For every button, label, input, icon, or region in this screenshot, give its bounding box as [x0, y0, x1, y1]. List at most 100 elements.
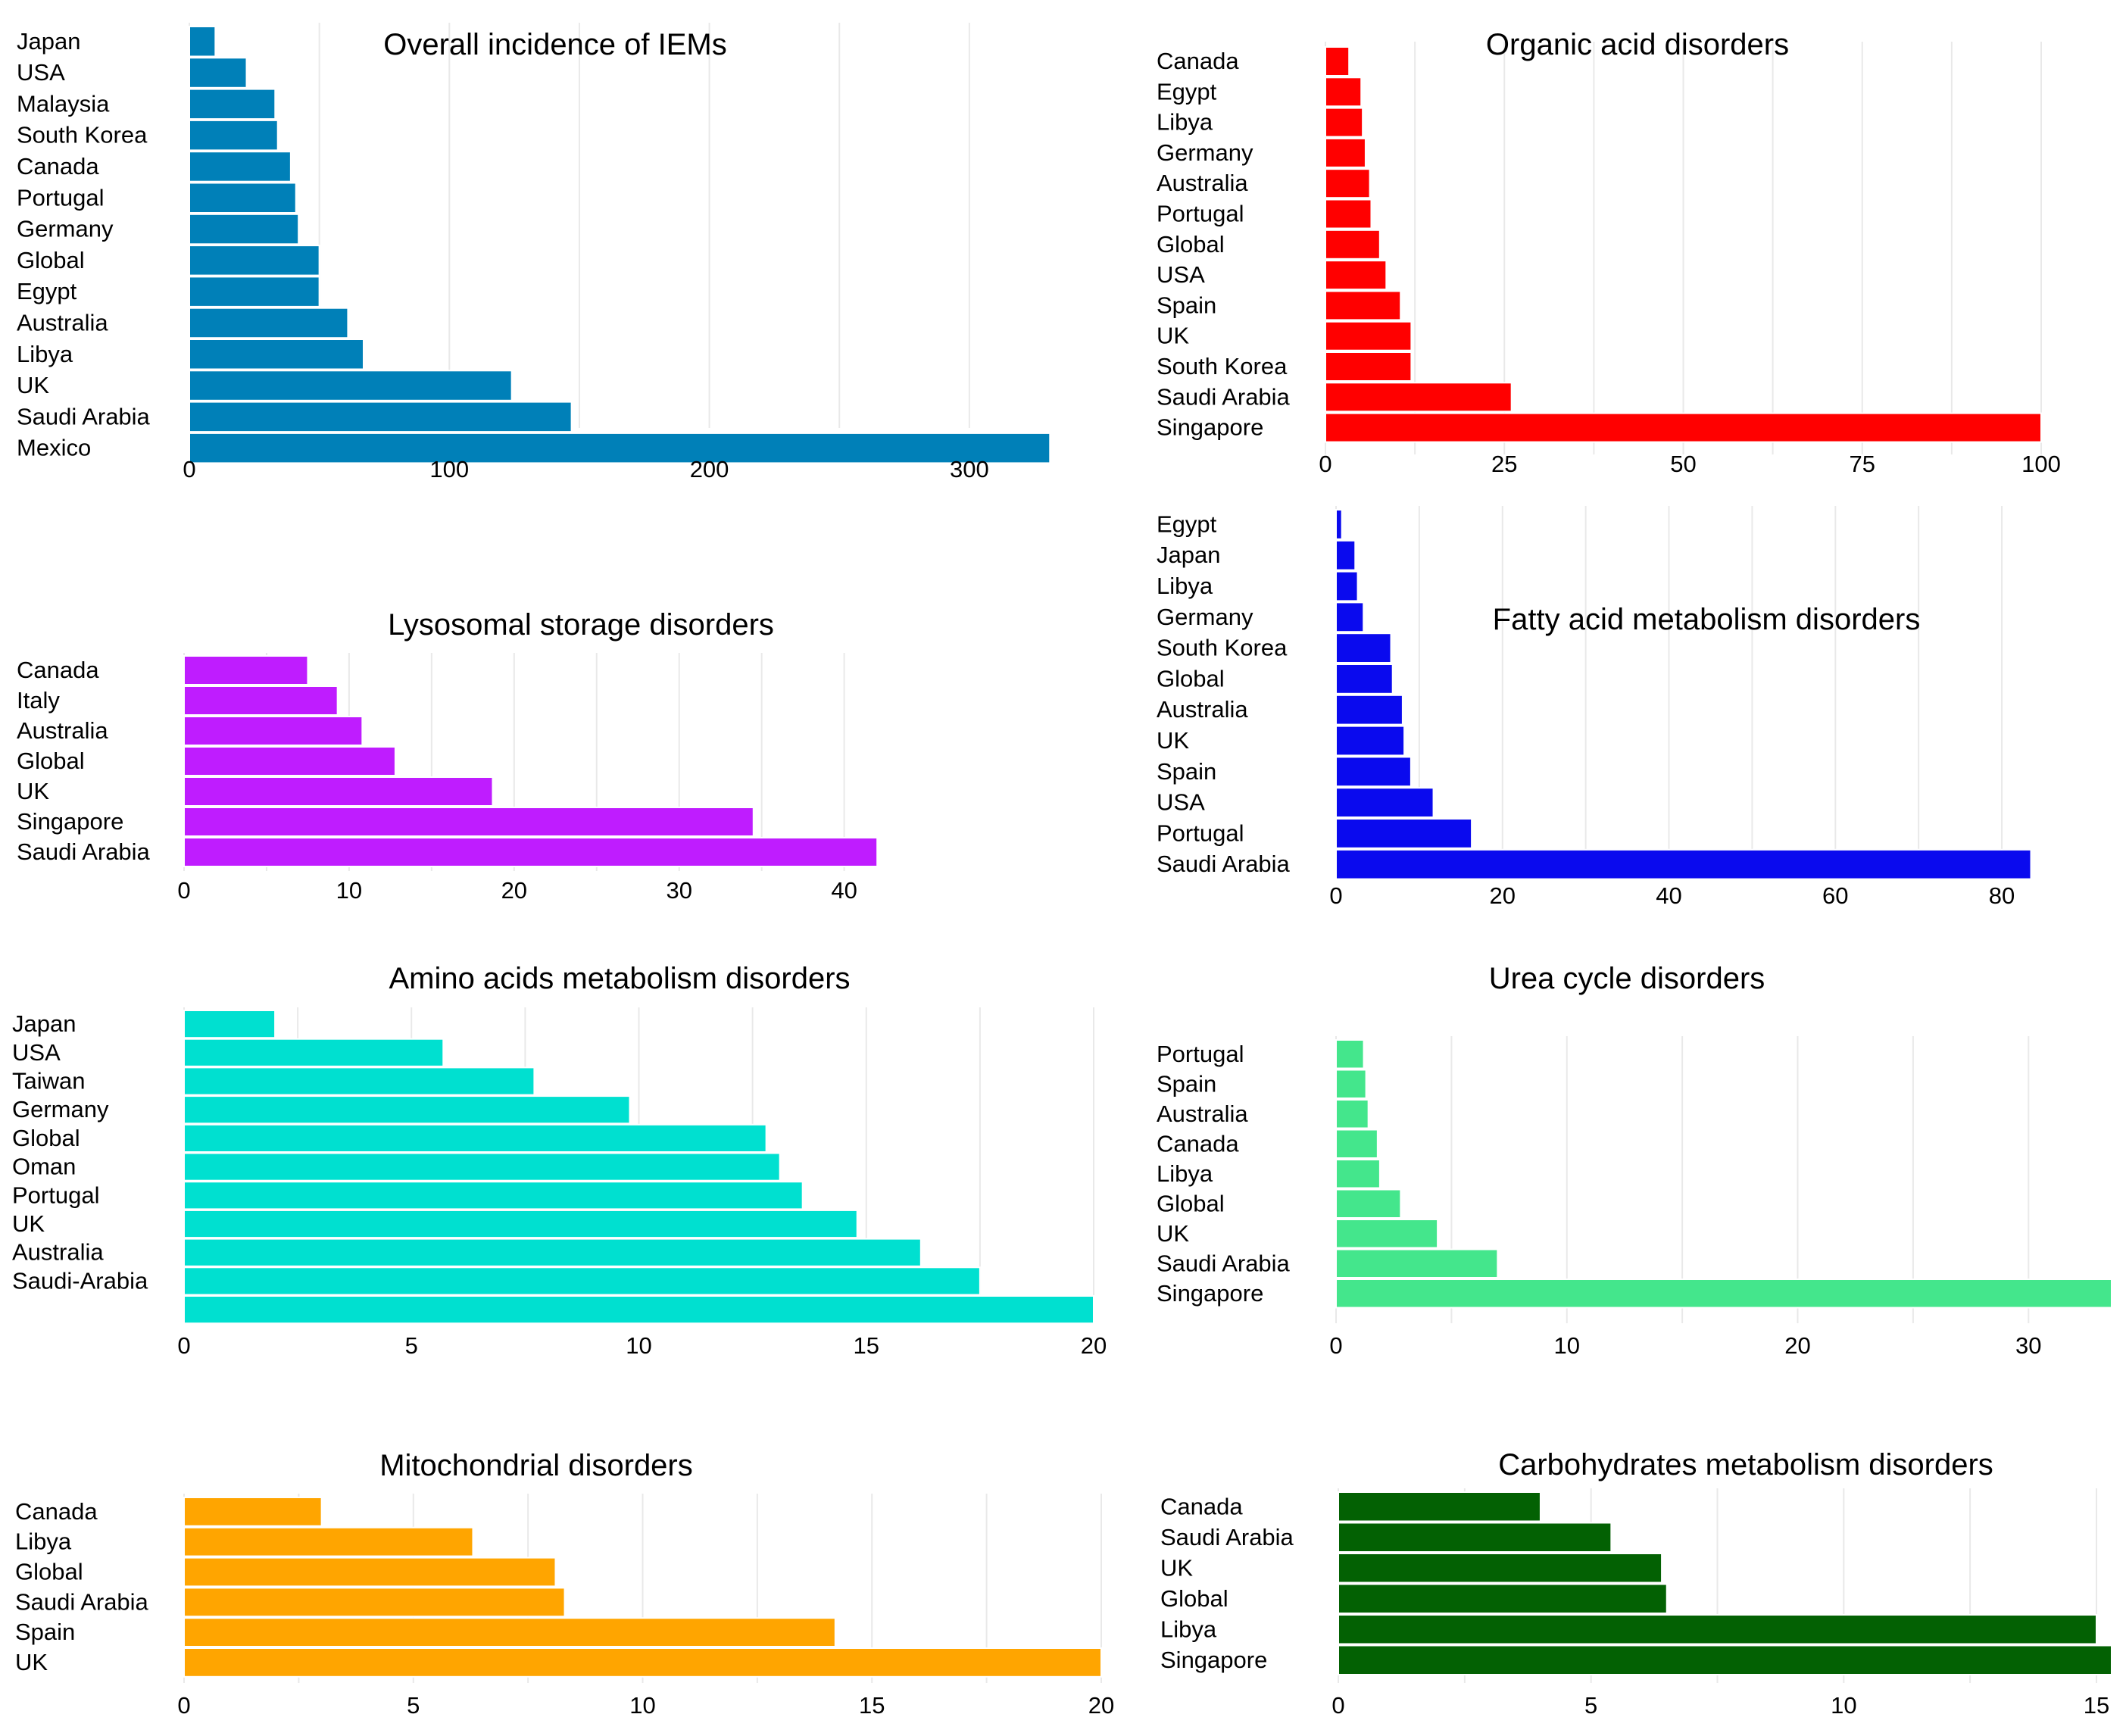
- amino-tick-label: 15: [854, 1332, 879, 1359]
- urea-category-label: Portugal: [1157, 1041, 1244, 1067]
- carb-tick-label: 5: [1584, 1692, 1597, 1719]
- overall-bar: [189, 370, 513, 401]
- overall-category-label: Libya: [17, 341, 73, 367]
- lysosomal-category-label: Canada: [17, 657, 99, 683]
- lysosomal-bar: [183, 716, 364, 746]
- lysosomal-tick-label: 10: [336, 877, 362, 904]
- overall-category-label: Portugal: [17, 184, 104, 211]
- amino-category-label: Australia: [12, 1239, 104, 1266]
- mito-bar: [183, 1617, 836, 1647]
- organic-category-label: UK: [1157, 323, 1189, 349]
- overall-bar: [189, 401, 573, 433]
- overall-bar: [189, 151, 292, 183]
- overall-bar: [189, 339, 364, 370]
- overall-category-label: Malaysia: [17, 90, 110, 117]
- organic-category-label: Libya: [1157, 109, 1213, 136]
- overall-title: Overall incidence of IEMs: [383, 28, 727, 61]
- fatty-bar: [1335, 694, 1403, 726]
- urea-chart: Portugal Spain Australia Canada Libya Global U…: [1157, 962, 2112, 1359]
- overall-category-label: Canada: [17, 153, 99, 180]
- fatty-bar: [1335, 632, 1392, 664]
- urea-category-label: Global: [1157, 1190, 1225, 1216]
- lysosomal-title: Lysosomal storage disorders: [388, 608, 774, 642]
- fatty-category-label: Egypt: [1157, 510, 1217, 537]
- organic-category-label: USA: [1157, 261, 1205, 288]
- organic-bar: [1325, 46, 1350, 76]
- urea-category-label: Canada: [1157, 1130, 1239, 1157]
- fatty-tick-label: 0: [1329, 882, 1342, 909]
- overall-bar: [189, 213, 300, 245]
- organic-tick-label: 75: [1850, 451, 1875, 477]
- amino-bar: [183, 1123, 767, 1154]
- fatty-bar: [1335, 601, 1365, 633]
- organic-category-label: Saudi Arabia: [1157, 383, 1291, 410]
- fatty-bar: [1335, 663, 1394, 695]
- carb-tick-label: 15: [2084, 1692, 2109, 1719]
- mito-category-label: Global: [15, 1559, 83, 1585]
- carb-bar: [1338, 1583, 1668, 1614]
- mito-tick-label: 0: [177, 1692, 190, 1719]
- mito-bar: [183, 1587, 566, 1618]
- amino-category-label: USA: [12, 1039, 61, 1066]
- mito-title: Mitochondrial disorders: [379, 1449, 693, 1482]
- mito-tick-label: 15: [859, 1692, 885, 1719]
- amino-tick-label: 20: [1081, 1332, 1107, 1359]
- fatty-bar: [1335, 539, 1356, 571]
- urea-tick-label: 10: [1554, 1332, 1580, 1359]
- amino-category-label: Global: [12, 1125, 80, 1151]
- fatty-category-label: Libya: [1157, 573, 1213, 599]
- urea-tick-label: 20: [1784, 1332, 1810, 1359]
- carb-bar: [1338, 1614, 2097, 1645]
- lysosomal-category-label: Australia: [17, 717, 108, 744]
- fatty-category-label: UK: [1157, 727, 1189, 754]
- amino-bar: [183, 1066, 535, 1096]
- fatty-chart: Egypt Japan Libya Germany South Korea Global A…: [1157, 506, 2032, 909]
- overall-category-label: Australia: [17, 309, 108, 336]
- fatty-tick-label: 60: [1822, 882, 1848, 909]
- mito-bar: [183, 1497, 323, 1527]
- organic-bar: [1325, 76, 1363, 108]
- urea-bar: [1335, 1129, 1378, 1159]
- overall-category-label: Mexico: [17, 435, 91, 461]
- urea-bar: [1335, 1248, 1499, 1279]
- organic-bar: [1325, 351, 1413, 382]
- fatty-bar: [1335, 725, 1406, 757]
- urea-bar: [1335, 1279, 2112, 1309]
- amino-category-label: Taiwan: [12, 1068, 86, 1094]
- amino-category-label: UK: [12, 1210, 45, 1237]
- lysosomal-tick-label: 40: [831, 877, 857, 904]
- amino-bar: [183, 1095, 631, 1125]
- organic-tick-label: 50: [1670, 451, 1696, 477]
- urea-bar: [1335, 1099, 1369, 1129]
- carb-category-label: Libya: [1160, 1616, 1217, 1642]
- urea-category-label: Spain: [1157, 1070, 1216, 1097]
- organic-title: Organic acid disorders: [1486, 28, 1789, 61]
- mito-chart: Canada Libya Global Saudi Arabia Spain UK 0 5 10…: [15, 1449, 1114, 1719]
- overall-tick-label: 200: [690, 456, 729, 482]
- overall-category-label: Egypt: [17, 278, 77, 304]
- organic-bar: [1325, 382, 1513, 413]
- organic-bar: [1325, 198, 1372, 229]
- overall-bar: [189, 119, 279, 151]
- overall-category-label: Global: [17, 247, 85, 273]
- mito-tick-label: 10: [629, 1692, 655, 1719]
- carb-tick-label: 10: [1831, 1692, 1856, 1719]
- carb-bar: [1338, 1522, 1612, 1553]
- mito-category-label: Spain: [15, 1619, 75, 1645]
- mito-category-label: Canada: [15, 1498, 98, 1525]
- carb-category-label: UK: [1160, 1554, 1193, 1581]
- overall-category-label: USA: [17, 59, 65, 86]
- urea-category-label: Saudi Arabia: [1157, 1250, 1291, 1276]
- fatty-category-label: Australia: [1157, 696, 1248, 723]
- mito-category-label: Saudi Arabia: [15, 1588, 149, 1615]
- fatty-bar: [1335, 787, 1435, 818]
- organic-bar: [1325, 320, 1413, 351]
- urea-bar: [1335, 1039, 1365, 1069]
- organic-category-label: Egypt: [1157, 78, 1217, 105]
- overall-category-label: UK: [17, 372, 49, 398]
- amino-bar: [183, 1266, 981, 1296]
- fatty-category-label: Japan: [1157, 542, 1220, 568]
- urea-title: Urea cycle disorders: [1489, 962, 1765, 995]
- urea-category-label: Libya: [1157, 1160, 1213, 1187]
- fatty-title: Fatty acid metabolism disorders: [1493, 603, 1921, 636]
